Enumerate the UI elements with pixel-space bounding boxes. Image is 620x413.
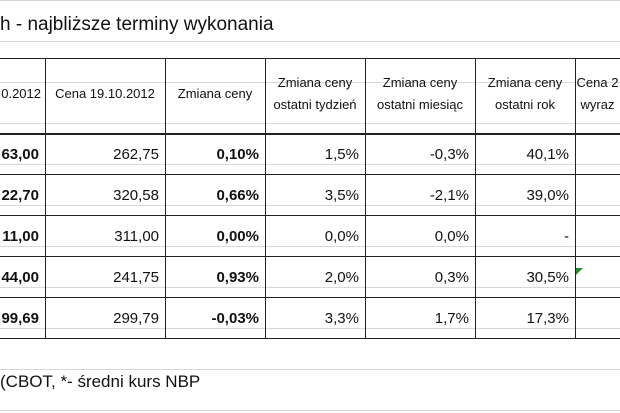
column-header: Zmiana ceny ostatni rok xyxy=(475,58,575,130)
table-cell: - xyxy=(564,228,569,245)
comment-marker xyxy=(576,268,583,275)
header-line: ostatni tydzień xyxy=(273,97,357,112)
table-cell: 39,0% xyxy=(526,187,569,204)
table-cell: 0,93% xyxy=(216,269,259,286)
table-cell: 22,70 xyxy=(1,187,39,204)
table-cell: 241,75 xyxy=(113,269,159,286)
table-cell: 11,00 xyxy=(2,228,39,245)
table-cell: 2,0% xyxy=(324,269,359,286)
header-line: ostatni rok xyxy=(495,97,555,112)
sheet-title: h - najbliższe terminy wykonania xyxy=(0,14,274,35)
table-cell: 3,3% xyxy=(324,310,359,327)
table-cell: 63,00 xyxy=(1,146,39,163)
row-border xyxy=(0,58,620,59)
table-cell: -2,1% xyxy=(429,187,469,204)
header-line: Cena 2 xyxy=(576,75,619,90)
column-header: .0.2012 xyxy=(0,58,45,130)
footnote: (CBOT, *- średni kurs NBP xyxy=(0,372,201,391)
column-border xyxy=(475,58,476,339)
table-cell: 0,0% xyxy=(324,228,359,245)
column-border xyxy=(165,58,166,339)
column-border xyxy=(575,58,576,339)
column-border xyxy=(45,58,46,339)
table-cell: 99,69 xyxy=(1,310,39,327)
table-cell: 311,00 xyxy=(114,228,159,245)
table-cell: 0,00% xyxy=(216,228,259,245)
column-header: Cena 19.10.2012 xyxy=(45,58,165,130)
table-cell: 1,5% xyxy=(324,146,359,163)
table-cell: 17,3% xyxy=(526,310,569,327)
header-line: .0.2012 xyxy=(0,86,41,101)
table-cell: 40,1% xyxy=(526,146,569,163)
header-line: Cena 19.10.2012 xyxy=(55,86,155,101)
header-line: ostatni miesiąc xyxy=(377,97,463,112)
row-border xyxy=(0,338,620,339)
table-cell: 3,5% xyxy=(324,187,359,204)
table-cell: 30,5% xyxy=(526,269,569,286)
table-cell: 0,3% xyxy=(434,269,469,286)
column-header: Zmiana ceny xyxy=(165,58,265,130)
table-cell: -0,3% xyxy=(429,146,469,163)
table-cell: 320,58 xyxy=(113,187,159,204)
column-border xyxy=(365,58,366,339)
column-border xyxy=(265,58,266,339)
row-border xyxy=(0,297,620,298)
column-header: Zmiana ceny ostatni miesiąc xyxy=(365,58,475,130)
table-cell: 0,66% xyxy=(216,187,259,204)
table-cell: 262,75 xyxy=(113,146,159,163)
table-cell: 0,10% xyxy=(216,146,259,163)
row-border xyxy=(0,256,620,257)
table-cell: -0,03% xyxy=(211,310,259,327)
header-line: Zmiana ceny xyxy=(382,75,458,90)
table-cell: 299,79 xyxy=(113,310,159,327)
table-cell: 44,00 xyxy=(1,269,39,286)
header-line: Zmiana ceny xyxy=(177,86,253,101)
column-header: Cena 2 wyraz xyxy=(575,58,620,130)
header-line: Zmiana ceny xyxy=(487,75,563,90)
table-cell: 0,0% xyxy=(434,228,469,245)
row-border xyxy=(0,133,620,135)
row-border xyxy=(0,174,620,175)
row-border xyxy=(0,215,620,216)
header-line: Zmiana ceny xyxy=(277,75,353,90)
header-line: wyraz xyxy=(580,97,615,112)
column-header: Zmiana ceny ostatni tydzień xyxy=(265,58,365,130)
table-cell: 1,7% xyxy=(434,310,469,327)
